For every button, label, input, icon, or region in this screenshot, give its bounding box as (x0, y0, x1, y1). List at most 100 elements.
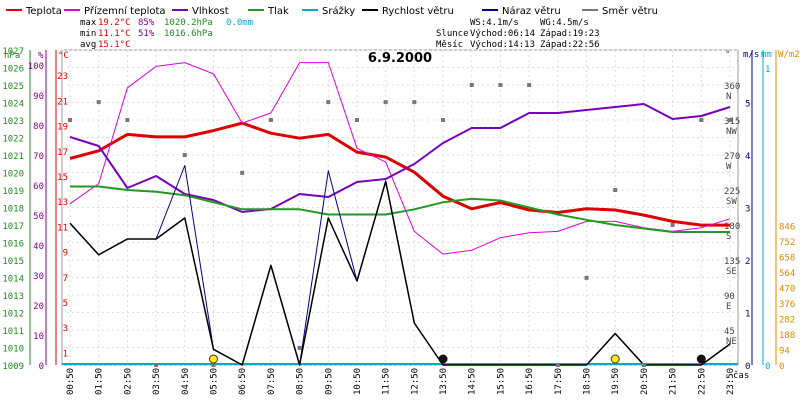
x-tick-label: 10:50 (353, 368, 363, 395)
legend-item-label: Náraz větru (502, 5, 561, 17)
sun-marker (208, 354, 218, 364)
wind-direction-point (527, 83, 532, 87)
pressure-tick-label: 1025 (2, 82, 24, 92)
legend-item-label: Teplota (25, 6, 62, 17)
direction-name-label: N (726, 92, 731, 102)
wind-tick-label: 4 (745, 152, 750, 162)
radiation-tick-label: 0 (779, 362, 784, 372)
x-tick-label: 12:50 (410, 368, 420, 395)
legend-item-label: Vlhkost (192, 6, 229, 17)
stats-min-label: min (80, 29, 96, 39)
wind-tick-label: 2 (745, 257, 750, 267)
pressure-tick-label: 1014 (2, 275, 24, 285)
rain-tick-label: 0 (765, 362, 770, 372)
wind-direction-point (469, 83, 474, 87)
stats-avg-label: avg (80, 40, 96, 50)
wind-tick-label: 1 (745, 310, 750, 320)
wind-direction-point (441, 118, 446, 122)
wind-direction-point (641, 363, 646, 367)
wind-speed-info: WS:4.1m/s (470, 18, 519, 28)
wind-direction-point (728, 118, 732, 122)
temp-unit: °C (58, 51, 69, 61)
wind-direction-point (68, 118, 72, 122)
radiation-tick-label: 94 (779, 347, 790, 357)
pressure-tick-label: 1015 (2, 257, 24, 267)
radiation-tick-label: 376 (779, 300, 795, 310)
temp-tick-label: 21 (57, 97, 68, 107)
radiation-tick-label: 752 (779, 238, 795, 248)
direction-tick-label: 45 (724, 327, 735, 337)
moonrise-info: Východ:14:13 (470, 40, 535, 50)
wind-direction-point (297, 345, 302, 350)
moon-label: Měsíc (436, 40, 463, 50)
x-tick-label: 00:50 (66, 368, 76, 395)
direction-name-label: NE (726, 337, 737, 347)
temp-tick-label: 9 (63, 249, 68, 259)
radiation-tick-label: 470 (779, 285, 795, 295)
temp-tick-label: 13 (57, 198, 68, 208)
x-tick-label: 07:50 (267, 368, 277, 395)
series-n-raz-v-tru (69, 165, 731, 366)
temp-tick-label: 1 (63, 349, 68, 359)
wind-direction-point (268, 118, 273, 122)
direction-unit: ° (725, 50, 730, 60)
stats-min-hum: 51% (138, 29, 155, 39)
direction-tick-label: 225 (724, 187, 740, 197)
chart-title: 6.9.2000 (368, 51, 432, 66)
wind-tick-label: 5 (745, 100, 750, 110)
pressure-tick-label: 1013 (2, 292, 24, 302)
stats-min-temp: 11.1°C (98, 29, 131, 39)
humidity-tick-label: 70 (33, 152, 44, 162)
x-tick-label: 11:50 (382, 368, 392, 395)
direction-name-label: W (726, 162, 732, 172)
x-tick-label: 23:50 (726, 368, 736, 395)
legend-item-label: Směr větru (602, 5, 658, 17)
sunrise-info: Východ:06:14 (470, 29, 535, 39)
pressure-tick-label: 1020 (2, 170, 24, 180)
direction-tick-label: 135 (724, 257, 740, 267)
pressure-tick-label: 1017 (2, 222, 24, 232)
series-vlhkost (69, 103, 731, 213)
moonset-info: Západ:22:56 (540, 40, 600, 50)
humidity-tick-label: 30 (33, 272, 44, 282)
pressure-tick-label: 1027 (2, 47, 24, 57)
wind-direction-point (412, 100, 417, 105)
x-tick-label: 16:50 (525, 368, 535, 395)
wind-direction-point (670, 223, 675, 227)
series-teplota (69, 121, 730, 227)
legend-item-label: Rychlost větru (382, 5, 454, 17)
pressure-tick-label: 1024 (2, 100, 24, 110)
radiation-tick-label: 846 (779, 223, 795, 233)
direction-name-label: SW (726, 197, 737, 207)
x-tick-label: 14:50 (468, 368, 478, 395)
wind-direction-point (555, 363, 560, 367)
wind-tick-label: 3 (745, 205, 750, 215)
stats-max-hum: 85% (138, 18, 155, 28)
series-rychlost-v-tru (69, 180, 731, 366)
temp-tick-label: 17 (57, 148, 68, 158)
radiation-tick-label: 188 (779, 331, 795, 341)
pressure-tick-label: 1018 (2, 205, 24, 215)
wind-direction-point (383, 100, 388, 105)
wind-direction-point (699, 118, 704, 122)
temp-tick-label: 3 (63, 324, 68, 334)
pressure-tick-label: 1021 (2, 152, 24, 162)
direction-name-label: E (726, 302, 731, 312)
x-tick-label: 01:50 (95, 368, 105, 395)
x-axis-label: čas (733, 370, 749, 381)
x-tick-label: 21:50 (669, 368, 679, 395)
humidity-tick-label: 50 (33, 212, 44, 222)
sunset-info: Západ:19:23 (540, 29, 600, 39)
x-tick-label: 06:50 (238, 368, 248, 395)
x-tick-label: 18:50 (583, 368, 593, 395)
humidity-tick-label: 60 (33, 182, 44, 192)
pressure-tick-label: 1012 (2, 310, 24, 320)
x-tick-label: 15:50 (496, 368, 506, 395)
wind-direction-point (613, 188, 618, 192)
wind-direction-point (154, 363, 159, 367)
legend-item-label: Srážky (322, 5, 355, 17)
wind-direction-point (125, 118, 130, 122)
stats-max-press: 1020.2hPa (164, 18, 213, 28)
wind-direction-point (240, 170, 245, 175)
x-tick-label: 09:50 (324, 368, 334, 395)
